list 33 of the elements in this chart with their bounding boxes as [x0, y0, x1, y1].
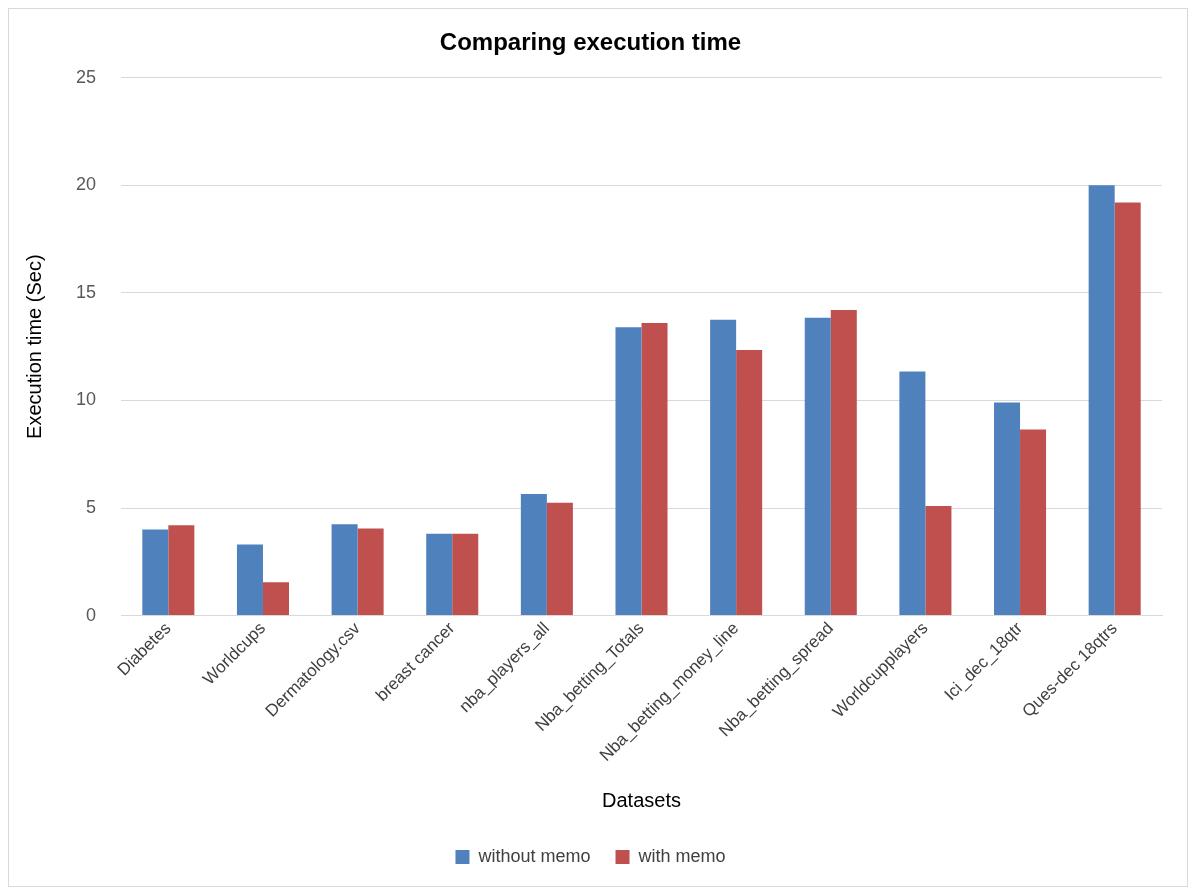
bar	[357, 528, 384, 616]
bar	[804, 317, 831, 616]
y-tick-label: 0	[86, 604, 97, 625]
bar	[262, 582, 289, 616]
bar	[452, 533, 479, 616]
bar	[710, 319, 737, 616]
bar	[736, 349, 763, 616]
bar	[830, 310, 857, 616]
bar	[546, 502, 573, 616]
bar	[615, 327, 642, 616]
bar	[331, 524, 358, 616]
bar	[168, 525, 195, 616]
bar	[641, 323, 668, 616]
y-tick-label: 25	[75, 66, 97, 87]
bar	[426, 533, 453, 616]
bar	[994, 402, 1021, 616]
bar	[520, 494, 547, 616]
y-tick-label: 10	[75, 389, 97, 410]
x-axis-title: Datasets	[602, 788, 681, 811]
legend-label: with memo	[637, 845, 726, 866]
bar	[1020, 429, 1047, 616]
bar	[1088, 185, 1115, 616]
bar	[1114, 202, 1141, 616]
bar	[142, 529, 169, 616]
legend-label: without memo	[477, 845, 591, 866]
y-tick-label: 20	[75, 174, 97, 195]
y-tick-label: 15	[75, 281, 97, 302]
y-axis-title: Execution time (Sec)	[22, 254, 45, 439]
bar	[925, 505, 952, 616]
y-tick-label: 5	[86, 497, 97, 517]
bar	[899, 371, 926, 616]
chart-title: Comparing execution time	[439, 28, 742, 56]
bar	[236, 544, 263, 616]
